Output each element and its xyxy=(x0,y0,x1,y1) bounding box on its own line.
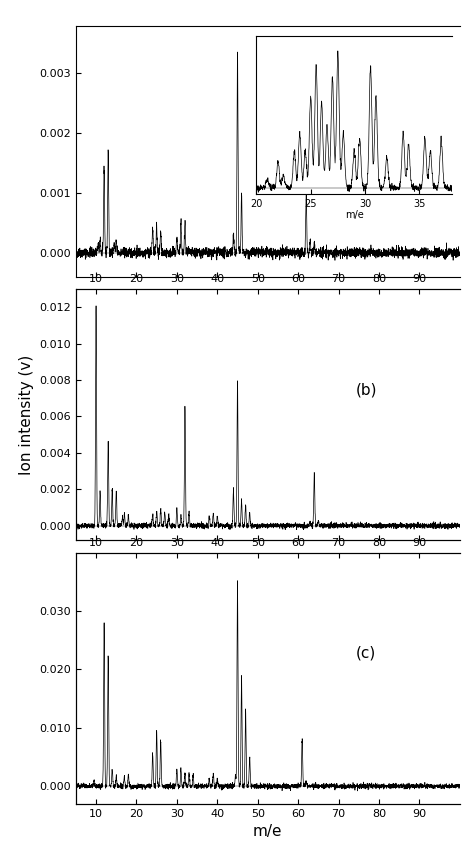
Text: (c): (c) xyxy=(356,646,376,661)
Y-axis label: Ion intensity (v): Ion intensity (v) xyxy=(18,355,34,475)
X-axis label: m/e: m/e xyxy=(253,824,283,839)
Text: (a): (a) xyxy=(356,119,377,133)
Text: (b): (b) xyxy=(356,382,378,397)
